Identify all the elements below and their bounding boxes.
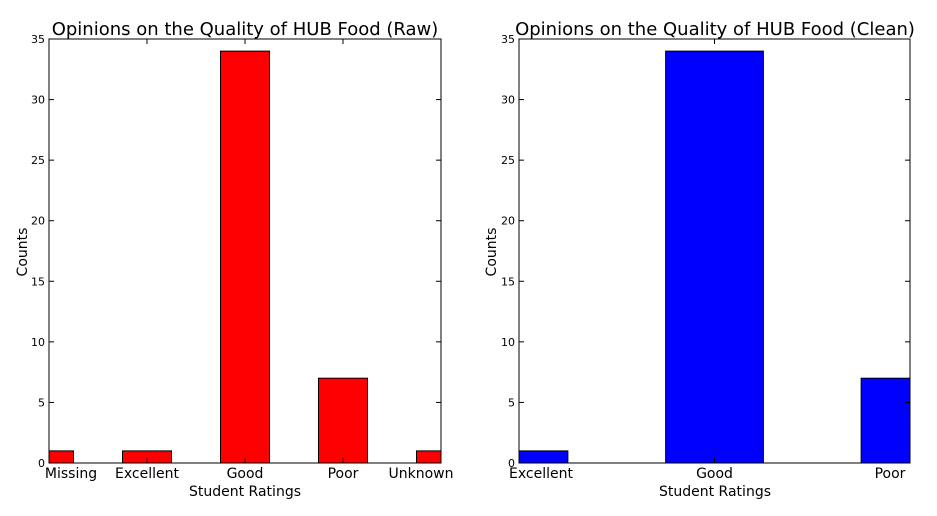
y-axis-label: Counts	[484, 228, 500, 277]
x-tick-label: Excellent	[115, 466, 179, 482]
y-tick-label: 15	[501, 275, 515, 288]
chart-title: Opinions on the Quality of HUB Food (Raw…	[52, 19, 439, 40]
x-tick-label: Poor	[875, 466, 906, 482]
x-tick-label: Poor	[328, 466, 359, 482]
x-tick-label: Good	[696, 466, 733, 482]
y-tick-label: 25	[31, 154, 45, 167]
bar-missing	[48, 450, 74, 464]
y-axis-label: Counts	[15, 228, 31, 277]
y-tick-label: 5	[508, 396, 515, 409]
bar-poor	[318, 377, 368, 464]
y-tick-label: 5	[38, 396, 45, 409]
y-tick-label: 30	[31, 94, 45, 107]
y-tick-label: 20	[31, 215, 45, 228]
y-tick-label: 35	[31, 33, 45, 46]
y-tick-label: 20	[501, 215, 515, 228]
bar-good	[665, 50, 764, 464]
y-tick-label: 35	[501, 33, 515, 46]
y-tick-label: 15	[31, 275, 45, 288]
x-axis-label: Student Ratings	[189, 484, 301, 500]
y-tick-label: 25	[501, 154, 515, 167]
bar-good	[220, 50, 270, 464]
y-tick-label: 0	[38, 457, 45, 470]
x-tick-label: Excellent	[509, 466, 573, 482]
chart-title: Opinions on the Quality of HUB Food (Cle…	[515, 19, 915, 40]
x-tick-label: Good	[227, 466, 264, 482]
raw-ratings-chart: Opinions on the Quality of HUB Food (Raw…	[15, 19, 454, 500]
x-axis-label: Student Ratings	[659, 484, 771, 500]
x-tick-label: Missing	[45, 466, 97, 482]
x-tick-label: Unknown	[389, 466, 454, 482]
y-tick-label: 10	[31, 336, 45, 349]
clean-ratings-chart: Opinions on the Quality of HUB Food (Cle…	[484, 19, 915, 500]
y-tick-label: 0	[508, 457, 515, 470]
bar-unknown	[416, 450, 442, 464]
bar-excellent	[518, 450, 569, 464]
y-tick-label: 30	[501, 94, 515, 107]
bar-poor	[860, 377, 911, 464]
y-tick-label: 10	[501, 336, 515, 349]
